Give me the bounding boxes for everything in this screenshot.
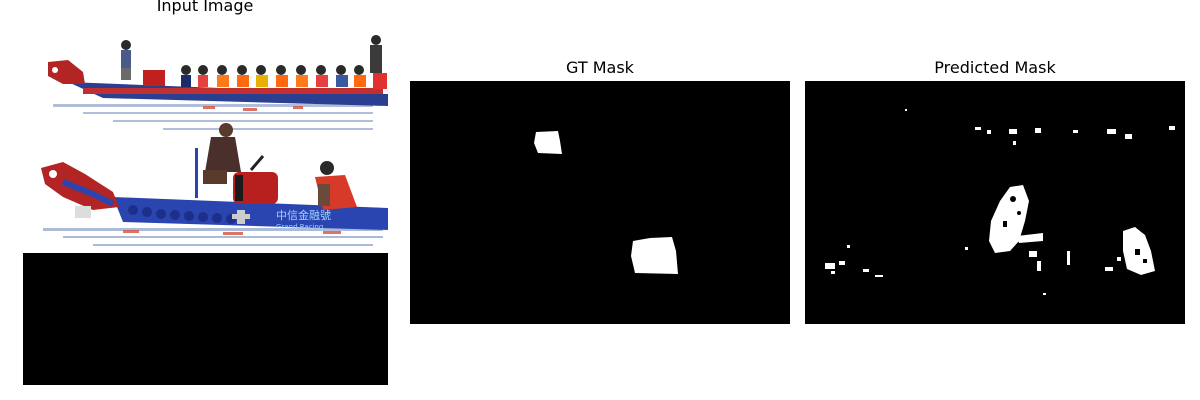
input-image-panel: 中信金融號 Grand Racing	[23, 32, 388, 385]
gt-mask-image	[410, 81, 790, 324]
boat-sign-chinese: 中信金融號	[276, 208, 331, 222]
predicted-mask-panel	[805, 81, 1185, 324]
gt-mask-blob-drum-small	[534, 131, 562, 154]
predicted-mask-image	[805, 81, 1185, 324]
input-image-title: Input Image	[156, 0, 254, 15]
gt-mask-panel	[410, 81, 790, 324]
dragon-boat-photo: 中信金融號 Grand Racing	[23, 32, 388, 253]
gt-mask-title: GT Mask	[566, 58, 634, 77]
gt-mask-blob-drum-large	[631, 237, 678, 274]
boat-sign-english: Grand Racing	[276, 223, 323, 231]
predicted-mask-title: Predicted Mask	[934, 58, 1056, 77]
